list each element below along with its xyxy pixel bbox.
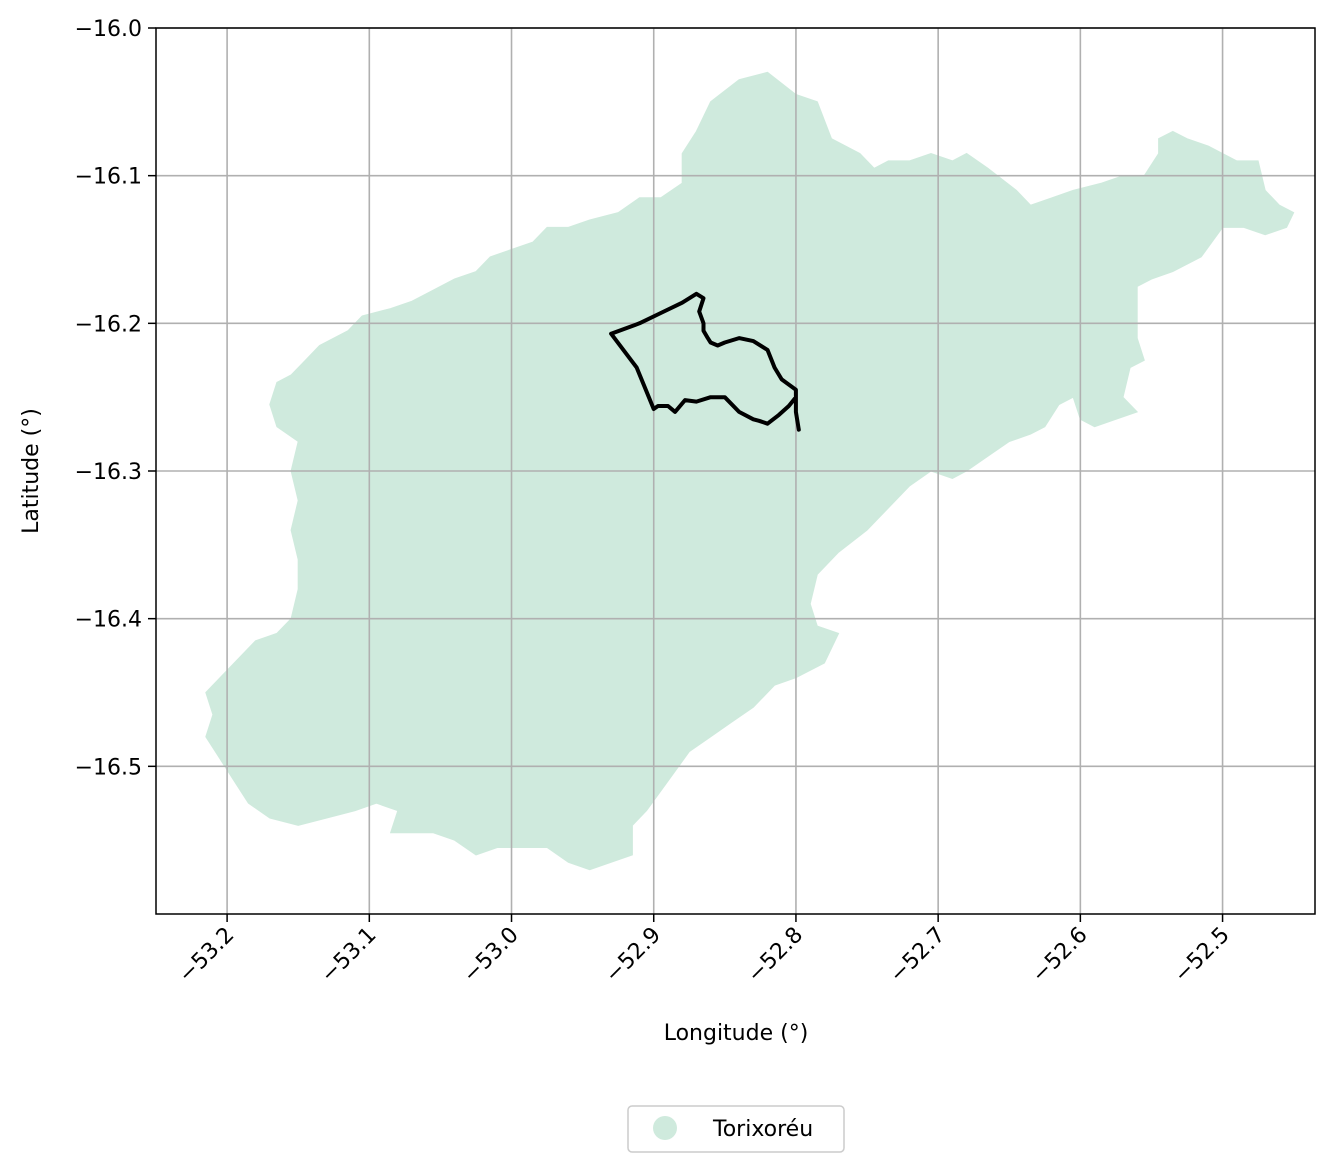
- outline-layer: [609, 291, 801, 432]
- x-tick-label: −53.0: [458, 923, 523, 988]
- legend-label-torixoreu: Torixoréu: [712, 1117, 813, 1142]
- y-tick-label: −16.0: [75, 17, 142, 42]
- x-axis-ticks: −53.2 −53.1 −53.0 −52.9 −52.8 −52.7 −52.6 −52.5: [174, 914, 1235, 988]
- x-tick-label: −53.1: [316, 923, 381, 988]
- x-tick-label: −52.9: [601, 923, 666, 988]
- y-tick-label: −16.4: [75, 608, 142, 633]
- y-tick-label: −16.5: [75, 755, 142, 780]
- plot-area: [155, 27, 1316, 915]
- x-tick-label: −52.5: [1169, 923, 1234, 988]
- y-tick-label: −16.1: [75, 165, 142, 190]
- x-tick-label: −52.7: [885, 923, 950, 988]
- legend: Torixoréu: [627, 1105, 845, 1153]
- x-tick-label: −53.2: [174, 923, 239, 988]
- legend-marker-torixoreu: [653, 1116, 677, 1140]
- y-axis-ticks: −16.0 −16.1 −16.2 −16.3 −16.4 −16.5: [75, 17, 156, 780]
- x-axis-label: Longitude (°): [664, 1021, 809, 1046]
- y-tick-label: −16.3: [75, 460, 142, 485]
- y-tick-label: −16.2: [75, 312, 142, 337]
- boundary-outline: [609, 291, 801, 432]
- x-tick-label: −52.8: [743, 923, 808, 988]
- x-tick-label: −52.6: [1027, 923, 1092, 988]
- legend-frame: [627, 1105, 845, 1153]
- y-axis-label: Latitude (°): [19, 408, 44, 534]
